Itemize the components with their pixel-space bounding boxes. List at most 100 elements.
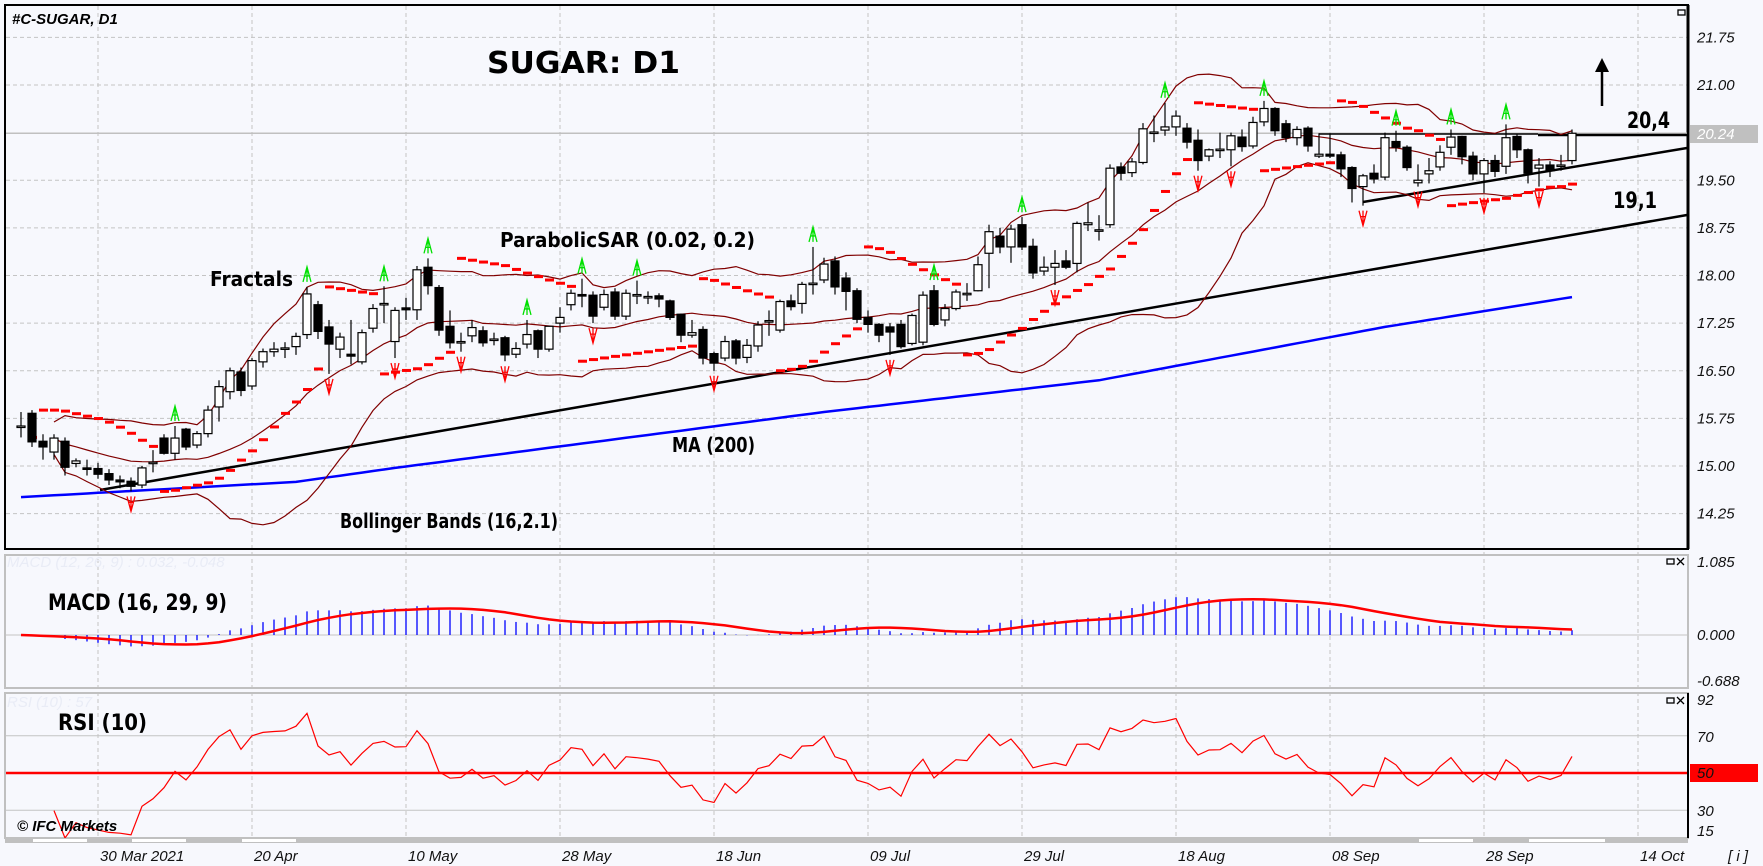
- candle: [907, 313, 917, 346]
- sar-dot: [710, 278, 719, 282]
- candle: [566, 289, 576, 311]
- macd-panel: [4, 554, 1689, 689]
- rsi-close-button[interactable]: [1676, 696, 1685, 705]
- candle: [214, 380, 224, 422]
- candle: [962, 283, 972, 301]
- candle-body-bear: [841, 277, 851, 292]
- candle-body-bear: [434, 286, 444, 331]
- sar-dot: [677, 346, 686, 350]
- candle-body-bear: [610, 291, 620, 317]
- candle: [1237, 129, 1247, 152]
- candle: [1446, 129, 1456, 155]
- candle-body-bear: [874, 323, 884, 336]
- candle: [1314, 133, 1324, 159]
- candle: [423, 258, 433, 295]
- sar-dot: [1007, 333, 1016, 337]
- sar-dot: [1249, 107, 1258, 111]
- fractal-up-icon: [379, 263, 389, 282]
- sar-dot: [1216, 103, 1225, 107]
- candle-body-bull: [918, 294, 928, 343]
- chart-scrollbar[interactable]: [5, 838, 1688, 843]
- candle-body-bull: [511, 347, 521, 355]
- sar-dot: [875, 247, 884, 251]
- fractal-up-icon: [1017, 194, 1027, 213]
- candle-body-bull: [599, 293, 609, 308]
- current-price-box: [1690, 125, 1758, 143]
- candle: [720, 335, 730, 362]
- parabolic-sar-annotation: ParabolicSAR (0.02, 0.2): [500, 228, 755, 252]
- candle-body-bear: [236, 371, 246, 392]
- sar-dot: [1172, 172, 1181, 176]
- candle-body-bear: [1237, 136, 1247, 148]
- sar-dot: [842, 334, 851, 338]
- candle: [93, 462, 103, 479]
- sar-dot: [787, 367, 796, 371]
- fractal-up-icon: [170, 403, 180, 422]
- candle-body-bear: [1512, 135, 1522, 151]
- candle-body-bear: [313, 304, 323, 332]
- candle-body-bear: [1402, 146, 1412, 169]
- price-tick-label: 18.00: [1697, 268, 1735, 285]
- sar-dot: [226, 468, 235, 472]
- sar-dot: [193, 483, 202, 487]
- candle-body-bull: [1435, 151, 1445, 168]
- candle-body-bull: [1094, 229, 1104, 232]
- price-tick-label: 21.00: [1696, 77, 1735, 94]
- info-button[interactable]: [ i ]: [1727, 848, 1749, 865]
- candle: [225, 367, 235, 400]
- macd-maximize-button[interactable]: [1666, 558, 1675, 565]
- candle: [401, 297, 411, 320]
- fractal-up-icon: [929, 262, 939, 281]
- macd-close-button[interactable]: [1676, 557, 1685, 566]
- candle: [500, 335, 510, 362]
- price-tick-label: 21.75: [1696, 29, 1735, 46]
- candle: [1127, 158, 1137, 178]
- candle-body-bull: [258, 351, 268, 363]
- candle-body-bear: [1457, 135, 1467, 158]
- candle-body-bear: [830, 260, 840, 288]
- candle: [1226, 132, 1236, 167]
- candle: [918, 291, 928, 346]
- candle-body-bull: [544, 325, 554, 350]
- candle: [632, 280, 642, 305]
- candle: [1512, 134, 1522, 159]
- candle: [27, 410, 37, 447]
- macd-tick: 0.000: [1697, 627, 1735, 644]
- candle-body-bear: [896, 323, 906, 348]
- sar-dot: [105, 420, 114, 424]
- date-label: 29 Jul: [1023, 848, 1065, 865]
- candle-body-bear: [1182, 127, 1192, 143]
- price-tick-label: 17.25: [1697, 315, 1735, 332]
- candle: [665, 299, 675, 320]
- rsi-maximize-button[interactable]: [1666, 697, 1675, 704]
- candle-body-bull: [1556, 164, 1566, 168]
- fractal-down-icon: [885, 359, 895, 378]
- sar-dot: [1447, 204, 1456, 208]
- main-maximize-button[interactable]: [1677, 9, 1686, 16]
- date-label: 09 Jul: [870, 848, 911, 865]
- candle: [1413, 164, 1423, 187]
- candle: [555, 307, 565, 333]
- candle-body-bull: [1226, 135, 1236, 151]
- candle: [1083, 202, 1093, 232]
- arrow-up-icon: [1595, 58, 1609, 106]
- current-price-label: 20.24: [1696, 126, 1735, 143]
- candle: [1336, 151, 1346, 178]
- sar-dot: [743, 289, 752, 293]
- sar-dot: [820, 350, 829, 354]
- candle-body-bull: [148, 461, 158, 465]
- rsi-tick: 92: [1697, 692, 1714, 709]
- candle: [445, 310, 455, 349]
- symbol-label: #C-SUGAR, D1: [12, 11, 118, 28]
- candle-body-bull: [368, 307, 378, 329]
- candle-body-bull: [489, 338, 499, 342]
- candle-body-bear: [324, 326, 334, 345]
- macd-info: MACD (12, 26, 9) : 0.032, -0.048: [7, 554, 225, 571]
- sar-dot: [50, 408, 59, 412]
- rsi-panel: [4, 692, 1689, 839]
- fractal-up-icon: [1446, 106, 1456, 125]
- candle-body-bull: [907, 314, 917, 345]
- time-axis: 30 Mar 2021 20 Apr 10 May 28 May 18 Jun 09 Ju…: [100, 848, 1685, 865]
- sar-dot: [1095, 274, 1104, 278]
- sar-dot: [1557, 185, 1566, 189]
